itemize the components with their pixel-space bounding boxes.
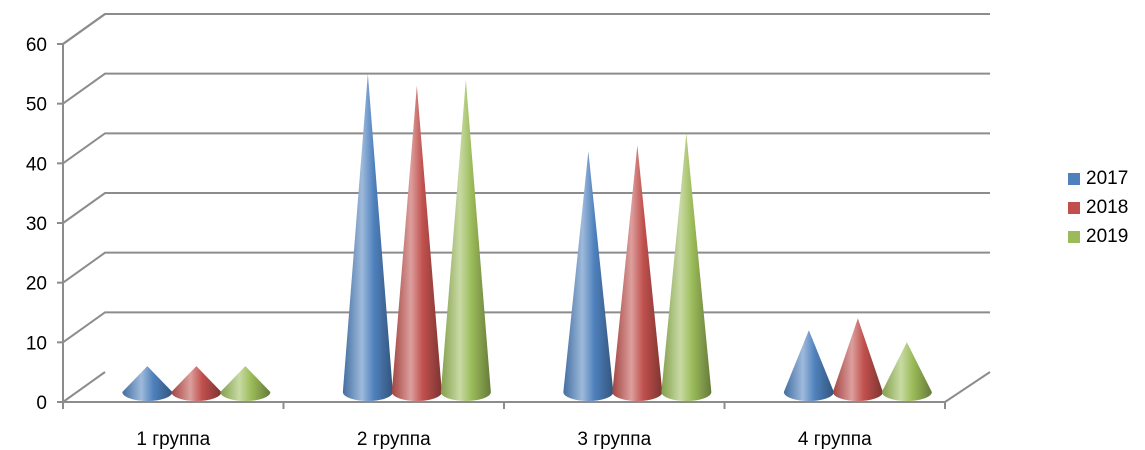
bar-2019-3 <box>881 342 932 401</box>
tick-labels: 0 10 20 30 40 50 60 1 группа 2 группа 3 группа 4 г… <box>26 35 872 450</box>
bar-2018-1 <box>391 85 442 402</box>
legend-item-2017: 2017 <box>1068 164 1128 193</box>
y-tick-label: 40 <box>26 154 47 175</box>
wall-edge <box>62 13 106 45</box>
bar-2019-0 <box>220 366 271 401</box>
x-tick-label: 1 группа <box>136 429 210 450</box>
x-tick-label: 4 группа <box>798 429 872 450</box>
gridline <box>62 251 990 284</box>
gridline <box>62 72 990 105</box>
y-tick-label: 20 <box>26 274 47 295</box>
y-tick-label: 10 <box>26 333 47 354</box>
legend-swatch-2019 <box>1068 230 1080 243</box>
plot-area <box>122 73 932 402</box>
legend-swatch-2018 <box>1068 201 1080 214</box>
floor-edge <box>62 371 106 403</box>
legend: 2017 2018 2019 <box>1068 164 1128 251</box>
gridlines <box>62 13 990 344</box>
legend-label: 2019 <box>1086 225 1129 247</box>
bar-2017-3 <box>783 330 834 401</box>
y-tick-label: 60 <box>26 35 47 56</box>
bar-2017-0 <box>122 366 173 401</box>
bar-2017-2 <box>563 151 614 401</box>
legend-label: 2017 <box>1086 167 1129 189</box>
legend-swatch-2017 <box>1068 172 1080 185</box>
y-tick-label: 50 <box>26 95 47 116</box>
bar-2018-3 <box>832 318 883 401</box>
legend-label: 2018 <box>1086 196 1129 218</box>
y-tick-label: 0 <box>36 393 47 414</box>
legend-item-2019: 2019 <box>1068 222 1128 251</box>
gridline <box>62 13 990 45</box>
gridline <box>62 311 990 344</box>
bar-2019-1 <box>440 79 491 401</box>
gridline <box>62 192 990 224</box>
bar-2017-1 <box>342 73 393 401</box>
bar-2018-0 <box>171 366 222 401</box>
x-tick-label: 2 группа <box>357 429 431 450</box>
gridline <box>62 132 990 165</box>
x-tick-label: 3 группа <box>577 429 651 450</box>
y-tick-label: 30 <box>26 214 47 235</box>
bar-2018-2 <box>612 145 663 401</box>
legend-item-2018: 2018 <box>1068 193 1128 222</box>
bar-2019-2 <box>661 133 712 401</box>
axes <box>57 13 991 409</box>
